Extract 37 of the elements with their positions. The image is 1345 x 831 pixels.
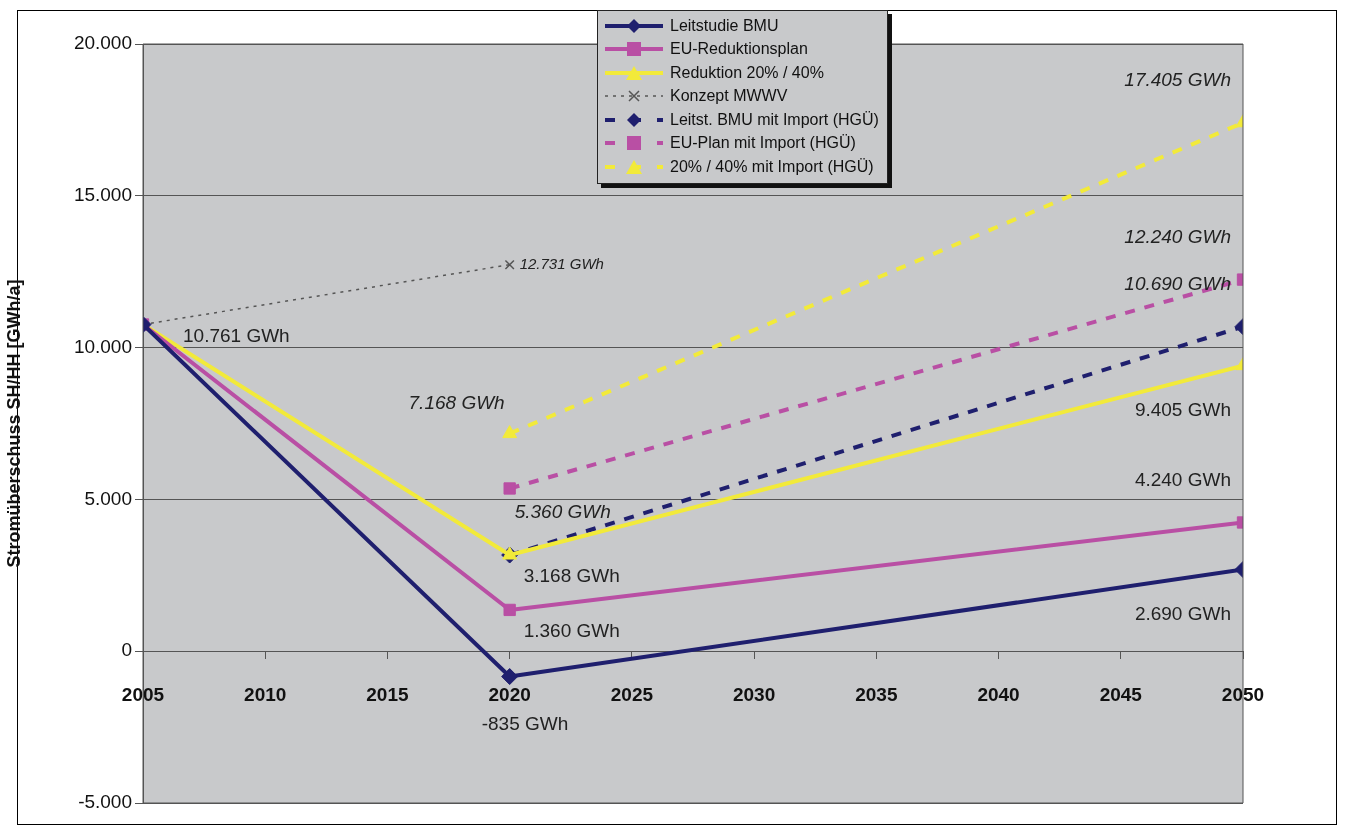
data-label: 10.761 GWh: [183, 324, 290, 346]
legend-label: EU-Plan mit Import (HGÜ): [670, 134, 856, 153]
y-tick-label: 0: [121, 639, 132, 661]
data-label: 12.731 GWh: [519, 254, 604, 272]
y-axis-title: Stromüberschuss SH/HH [GWh/a]: [3, 279, 24, 568]
y-tick-label: 15.000: [73, 184, 132, 206]
data-label: 9.405 GWh: [1134, 398, 1231, 420]
x-tick-label: 2015: [366, 683, 409, 705]
data-label: 3.168 GWh: [523, 565, 620, 587]
point: [504, 259, 515, 270]
data-label: 5.360 GWh: [514, 500, 611, 522]
data-label: 7.168 GWh: [408, 391, 505, 413]
y-tick-label: 5.000: [84, 487, 132, 509]
x-tick-label: 2030: [732, 683, 776, 705]
legend-label: Reduktion 20% / 40%: [670, 63, 824, 82]
legend-label: Konzept MWWV: [670, 87, 788, 106]
data-label: -835 GWh: [481, 712, 569, 734]
legend-label: 20% / 40% mit Import (HGÜ): [670, 157, 874, 176]
data-label: 10.690 GWh: [1124, 272, 1231, 294]
x-tick-label: 2025: [610, 683, 654, 705]
x-tick-label: 2050: [1221, 683, 1265, 705]
data-label: 12.240 GWh: [1124, 225, 1231, 247]
y-tick-label: -5.000: [78, 791, 132, 813]
x-tick-label: 2010: [244, 683, 287, 705]
y-tick-label: 20.000: [73, 32, 132, 54]
legend-label: EU-Reduktionsplan: [670, 40, 808, 59]
legend-label: Leitst. BMU mit Import (HGÜ): [670, 110, 879, 129]
y-tick-label: 10.000: [73, 335, 132, 357]
x-tick-label: 2040: [977, 683, 1020, 705]
legend-label: Leitstudie BMU: [670, 16, 779, 35]
x-tick-label: 2020: [488, 683, 531, 705]
data-label: 17.405 GWh: [1124, 69, 1231, 91]
data-label: 1.360 GWh: [523, 620, 620, 642]
x-tick-label: 2035: [855, 683, 898, 705]
x-tick-label: 2045: [1099, 683, 1143, 705]
data-label: 4.240 GWh: [1134, 468, 1231, 490]
data-label: 2.690 GWh: [1134, 602, 1231, 624]
